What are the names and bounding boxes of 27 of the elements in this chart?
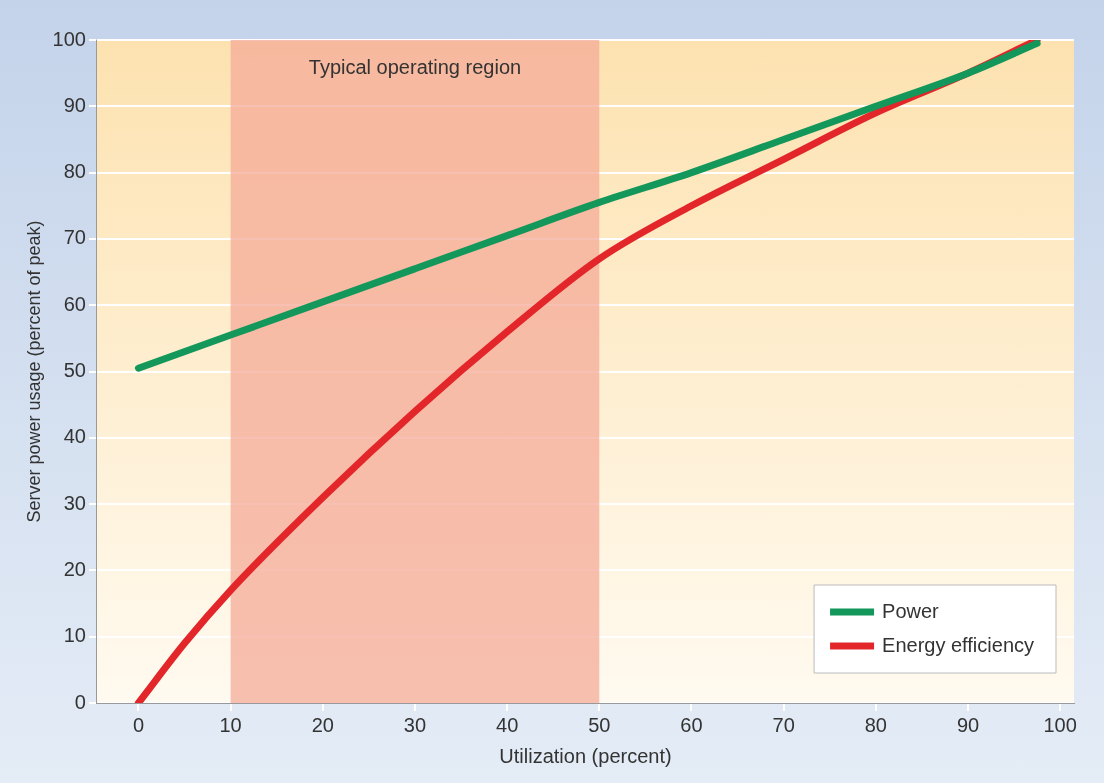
y-tick-label: 50	[63, 359, 86, 382]
x-axis-title: Utilization (percent)	[499, 744, 672, 767]
band-label: Typical operating region	[308, 55, 522, 78]
x-tick-label: 100	[1043, 713, 1077, 736]
y-tick-label: 70	[63, 226, 86, 249]
y-tick-label: 80	[63, 160, 86, 183]
y-tick-label: 30	[63, 491, 86, 514]
legend-label: Power	[882, 599, 940, 622]
y-tick-label: 0	[74, 690, 86, 713]
x-tick-label: 90	[956, 713, 980, 736]
x-tick-label: 50	[588, 713, 611, 736]
y-tick-label: 20	[63, 557, 86, 580]
x-tick-label: 40	[496, 713, 519, 736]
y-tick-label: 60	[63, 292, 86, 315]
x-tick-label: 20	[311, 713, 334, 736]
legend-label: Energy efficiency	[882, 633, 1034, 656]
x-tick-label: 70	[772, 713, 795, 736]
x-tick-label: 10	[219, 713, 242, 736]
x-tick-label: 30	[403, 713, 427, 736]
x-tick-label: 60	[680, 713, 703, 736]
y-tick-label: 40	[63, 425, 86, 448]
x-tick-label: 80	[864, 713, 887, 736]
y-tick-label: 90	[63, 93, 86, 116]
y-tick-label: 10	[63, 624, 86, 647]
x-tick-label: 0	[132, 713, 145, 736]
y-tick-label: 100	[52, 27, 86, 50]
y-axis-title: Server power usage (percent of peak)	[23, 220, 44, 523]
